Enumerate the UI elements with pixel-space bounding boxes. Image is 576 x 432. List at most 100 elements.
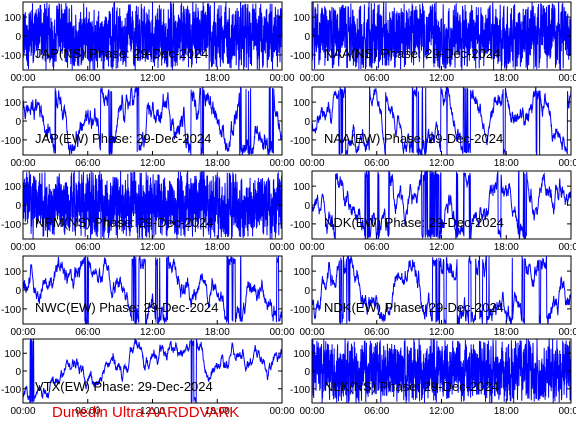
phase-panel: 100 0 -100 00:00 06:00 12:00 18:00 00:00 NAA(EW)… <box>290 86 576 169</box>
x-tick-label: 00:00 <box>269 406 294 417</box>
x-tick-label: 12:00 <box>140 242 165 253</box>
panel-title: JAP(EW) Phase: 29-Dec-2024 <box>35 131 211 146</box>
phase-panel: 100 0 -100 00:00 06:00 12:00 18:00 00:00 NDK(EW)… <box>290 255 576 338</box>
y-tick-label: -100 <box>290 220 310 231</box>
x-tick-label: 06:00 <box>75 158 100 169</box>
phase-panel: 100 0 -100 00:00 06:00 12:00 18:00 00:00 VTX(EW)… <box>1 338 295 417</box>
y-tick-label: 100 <box>4 349 21 360</box>
y-tick-label: 0 <box>304 367 310 378</box>
x-tick-label: 00:00 <box>299 158 324 169</box>
x-tick-label: 00:00 <box>269 242 294 253</box>
x-tick-label: 06:00 <box>75 327 100 338</box>
y-tick-label: -100 <box>1 305 21 316</box>
x-tick-label: 18:00 <box>205 406 230 417</box>
phase-panel: 100 0 -100 00:00 06:00 12:00 18:00 00:00 NLK(NS)… <box>290 338 576 417</box>
y-tick-label: 100 <box>4 98 21 109</box>
y-tick-label: 0 <box>304 32 310 43</box>
x-tick-label: 00:00 <box>269 158 294 169</box>
y-tick-label: 100 <box>293 98 310 109</box>
y-tick-label: -100 <box>1 51 21 62</box>
x-tick-label: 00:00 <box>10 158 35 169</box>
x-tick-label: 18:00 <box>494 406 519 417</box>
y-tick-label: 0 <box>304 117 310 128</box>
phase-panel: 100 0 -100 00:00 06:00 12:00 18:00 00:00 JAP(NS)… <box>1 1 295 84</box>
x-tick-label: 00:00 <box>269 327 294 338</box>
x-tick-label: 06:00 <box>364 242 389 253</box>
x-tick-label: 12:00 <box>429 327 454 338</box>
x-tick-label: 18:00 <box>494 158 519 169</box>
panel-title: NPM(NS) Phase: 29-Dec-2024 <box>35 215 213 230</box>
x-tick-label: 00:00 <box>10 406 35 417</box>
x-tick-label: 00:00 <box>10 73 35 84</box>
y-tick-label: 100 <box>293 349 310 360</box>
x-tick-label: 00:00 <box>299 242 324 253</box>
x-tick-label: 18:00 <box>205 242 230 253</box>
x-tick-label: 06:00 <box>364 406 389 417</box>
y-tick-label: 0 <box>304 201 310 212</box>
phase-trace <box>312 256 571 324</box>
x-tick-label: 12:00 <box>140 158 165 169</box>
phase-trace <box>23 171 282 239</box>
x-tick-label: 00:00 <box>558 327 576 338</box>
x-tick-label: 18:00 <box>205 158 230 169</box>
x-tick-label: 06:00 <box>364 158 389 169</box>
phase-trace <box>23 256 282 324</box>
panel-title: NAA(EW) Phase: 29-Dec-2024 <box>324 131 503 146</box>
panel-title: NLK(NS) Phase: 29-Dec-2024 <box>324 379 499 394</box>
x-tick-label: 18:00 <box>494 327 519 338</box>
y-tick-label: 100 <box>4 267 21 278</box>
y-tick-label: 0 <box>15 286 21 297</box>
x-tick-label: 18:00 <box>494 73 519 84</box>
x-tick-label: 00:00 <box>299 406 324 417</box>
y-tick-label: 100 <box>293 13 310 24</box>
x-tick-label: 00:00 <box>299 327 324 338</box>
x-tick-label: 06:00 <box>364 73 389 84</box>
x-tick-label: 12:00 <box>429 406 454 417</box>
y-tick-label: 0 <box>15 201 21 212</box>
y-tick-label: 100 <box>293 267 310 278</box>
y-tick-label: 0 <box>15 117 21 128</box>
x-tick-label: 12:00 <box>140 73 165 84</box>
footer-caption: Dunedin Ultra AARDDVARK <box>52 404 240 421</box>
x-tick-label: 12:00 <box>429 73 454 84</box>
phase-trace <box>312 2 571 70</box>
panel-title: NDK(EW) Phase: 29-Dec-2024 <box>324 300 504 315</box>
x-tick-label: 00:00 <box>558 242 576 253</box>
x-tick-label: 00:00 <box>558 406 576 417</box>
phase-trace <box>23 339 282 403</box>
panel-title: VTX(EW) Phase: 29-Dec-2024 <box>35 379 213 394</box>
x-tick-label: 12:00 <box>140 406 165 417</box>
phase-trace <box>312 171 571 239</box>
phase-trace <box>23 87 282 155</box>
x-tick-label: 12:00 <box>429 242 454 253</box>
x-tick-label: 06:00 <box>75 406 100 417</box>
y-tick-label: 100 <box>293 182 310 193</box>
y-tick-label: -100 <box>290 51 310 62</box>
y-tick-label: 0 <box>15 32 21 43</box>
x-tick-label: 06:00 <box>364 327 389 338</box>
phase-panel: 100 0 -100 00:00 06:00 12:00 18:00 00:00 NPM(NS)… <box>1 170 295 253</box>
x-tick-label: 00:00 <box>558 158 576 169</box>
y-tick-label: -100 <box>290 136 310 147</box>
y-tick-label: -100 <box>1 385 21 396</box>
panel-title: NAA(NS) Phase: 29-Dec-2024 <box>324 46 500 61</box>
phase-trace <box>312 339 571 403</box>
phase-panel: 100 0 -100 00:00 06:00 12:00 18:00 00:00 NDK(EW)… <box>290 170 576 253</box>
x-tick-label: 00:00 <box>558 73 576 84</box>
x-tick-label: 00:00 <box>269 73 294 84</box>
panel-title: NWC(EW) Phase: 29-Dec-2024 <box>35 300 219 315</box>
phase-trace <box>312 87 571 155</box>
x-tick-label: 00:00 <box>10 242 35 253</box>
y-tick-label: -100 <box>1 220 21 231</box>
phase-panel: 100 0 -100 00:00 06:00 12:00 18:00 00:00 NAA(NS)… <box>290 1 576 84</box>
x-tick-label: 00:00 <box>10 327 35 338</box>
y-tick-label: -100 <box>290 385 310 396</box>
phase-panel: 100 0 -100 00:00 06:00 12:00 18:00 00:00 JAP(EW)… <box>1 86 295 169</box>
x-tick-label: 06:00 <box>75 73 100 84</box>
y-tick-label: 0 <box>304 286 310 297</box>
x-tick-label: 18:00 <box>205 73 230 84</box>
panel-title: JAP(NS) Phase: 29-Dec-2024 <box>35 46 208 61</box>
x-tick-label: 06:00 <box>75 242 100 253</box>
y-tick-label: 100 <box>4 182 21 193</box>
